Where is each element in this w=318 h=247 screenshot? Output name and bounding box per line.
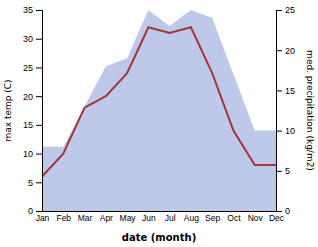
tick-mark [36, 10, 42, 11]
tick: May [120, 213, 137, 223]
x-axis: Jan Feb Mar Apr May Jun Jul Aug Sep Oct Nov Dec [36, 212, 285, 224]
tick: 10 [23, 149, 42, 159]
tick: Jun [142, 213, 156, 223]
tick-mark [276, 171, 282, 172]
tick-label: Nov [248, 213, 264, 223]
tick-label: 35 [23, 5, 33, 15]
tick: Sep [205, 213, 220, 223]
tick-mark [276, 90, 282, 91]
tick-mark [276, 50, 282, 51]
tick-label: Jul [165, 213, 176, 223]
y2-axis: 0 5 10 15 20 25 [276, 5, 295, 216]
tick-label: 30 [23, 34, 33, 44]
tick-label: 25 [285, 5, 295, 15]
tick-label: Apr [100, 213, 113, 223]
tick: Dec [269, 213, 285, 223]
tick-label: Sep [205, 213, 220, 223]
tick-mark [36, 182, 42, 183]
tick-label: 0 [28, 206, 33, 216]
tick-label: 0 [285, 206, 290, 216]
y-axis-title: max temp (C) [3, 79, 13, 141]
tick: 20 [276, 46, 295, 56]
tick-label: Jan [36, 213, 50, 223]
tick-label: Feb [56, 213, 71, 223]
area [42, 10, 276, 211]
tick: Mar [78, 213, 93, 223]
tick-label: Oct [227, 213, 241, 223]
tick-mark [36, 211, 42, 212]
axis-line [36, 11, 43, 212]
marks [42, 10, 276, 211]
tick-label: 25 [23, 63, 33, 73]
tick-label: Jun [142, 213, 156, 223]
tick: Jan [36, 213, 50, 223]
line [42, 27, 276, 176]
x-axis-title: date (month) [122, 232, 196, 243]
tick-label: Aug [184, 213, 199, 223]
tick: 15 [276, 86, 295, 96]
tick-mark [36, 154, 42, 155]
tick-label: Dec [269, 213, 285, 223]
tick-mark [276, 131, 282, 132]
tick: Oct [227, 213, 241, 223]
y-axis: 0 5 10 15 20 25 30 35 [23, 5, 43, 216]
tick-label: Mar [78, 213, 93, 223]
tick: 5 [28, 178, 42, 188]
tick-mark [36, 39, 42, 40]
y2-axis-title: med. precipitation (kg/m2) [305, 50, 315, 171]
chart: 051015202530350510152025JanFebMarAprMayJ… [0, 0, 318, 247]
tick: Nov [248, 213, 264, 223]
tick-mark [36, 96, 42, 97]
tick-label: 15 [23, 120, 33, 130]
tick-label: May [120, 213, 137, 223]
tick-label: 5 [285, 166, 290, 176]
tick: Aug [184, 213, 199, 223]
tick-label: 10 [23, 149, 33, 159]
tick: 25 [23, 63, 42, 73]
tick: Apr [100, 213, 113, 223]
tick: 15 [23, 120, 42, 130]
tick: 35 [23, 5, 42, 15]
tick: 20 [23, 92, 42, 102]
tick-label: 15 [285, 86, 295, 96]
axis-line [277, 11, 283, 212]
plot: 051015202530350510152025JanFebMarAprMayJ… [23, 5, 295, 223]
tick-mark [36, 125, 42, 126]
tick: 30 [23, 34, 42, 44]
tick: 5 [276, 166, 290, 176]
tick: 10 [276, 126, 295, 136]
tick-label: 20 [285, 46, 295, 56]
tick: Jul [165, 213, 176, 223]
tick-label: 10 [285, 126, 295, 136]
tick-mark [276, 10, 282, 11]
tick-mark [276, 211, 282, 212]
tick: Feb [56, 213, 71, 223]
tick-label: 20 [23, 92, 33, 102]
tick-label: 5 [28, 178, 33, 188]
tick-mark [36, 67, 42, 68]
axis-line [43, 211, 277, 212]
tick: 25 [276, 5, 295, 15]
